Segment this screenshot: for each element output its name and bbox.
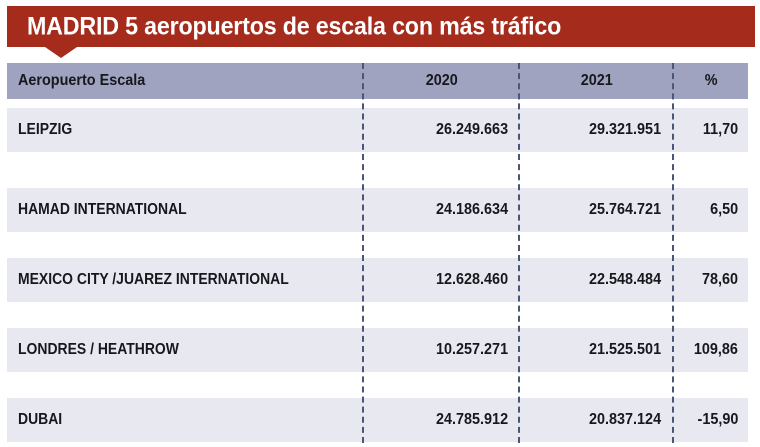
cell-airport-name: LONDRES / HEATHROW — [18, 341, 179, 358]
table-row: DUBAI 24.785.912 20.837.124 -15,90 — [7, 398, 748, 442]
table-row: LEIPZIG 26.249.663 29.321.951 11,70 — [7, 108, 748, 152]
column-header-name: Aeropuerto Escala — [18, 72, 146, 89]
banner-pointer-triangle — [45, 47, 77, 58]
cell-value-2021: 25.764.721 — [588, 201, 661, 218]
column-header-percent: % — [704, 72, 718, 89]
cell-value-percent: 6,50 — [709, 201, 738, 218]
cell-value-2020: 26.249.663 — [435, 121, 508, 138]
cell-value-2020: 12.628.460 — [435, 271, 508, 288]
cell-airport-name: LEIPZIG — [18, 121, 73, 138]
table-row: MEXICO CITY /JUAREZ INTERNATIONAL 12.628… — [7, 258, 748, 302]
table-header-row: Aeropuerto Escala 2020 2021 % — [7, 63, 748, 99]
table-row: HAMAD INTERNATIONAL 24.186.634 25.764.72… — [7, 188, 748, 232]
cell-airport-name: MEXICO CITY /JUAREZ INTERNATIONAL — [18, 271, 289, 288]
cell-value-2020: 24.186.634 — [435, 201, 508, 218]
cell-value-2021: 21.525.501 — [588, 341, 661, 358]
table-row: LONDRES / HEATHROW 10.257.271 21.525.501… — [7, 328, 748, 372]
cell-airport-name: HAMAD INTERNATIONAL — [18, 201, 187, 218]
cell-value-percent: 11,70 — [702, 121, 738, 138]
title-banner: MADRID 5 aeropuertos de escala con más t… — [7, 6, 755, 47]
cell-value-2021: 29.321.951 — [588, 121, 661, 138]
cell-value-2020: 24.785.912 — [435, 411, 508, 428]
airports-table: Aeropuerto Escala 2020 2021 % LEIPZIG 26… — [7, 63, 748, 443]
column-separator-3 — [672, 63, 674, 443]
cell-value-percent: -15,90 — [697, 411, 738, 428]
cell-value-percent: 109,86 — [693, 341, 738, 358]
column-separator-1 — [362, 63, 364, 443]
page-title: MADRID 5 aeropuertos de escala con más t… — [27, 12, 562, 40]
cell-value-2021: 22.548.484 — [588, 271, 661, 288]
cell-value-2021: 20.837.124 — [588, 411, 661, 428]
column-separator-2 — [518, 63, 520, 443]
column-header-2021: 2021 — [580, 72, 614, 89]
cell-value-2020: 10.257.271 — [435, 341, 508, 358]
cell-value-percent: 78,60 — [701, 271, 738, 288]
cell-airport-name: DUBAI — [18, 411, 63, 428]
column-header-2020: 2020 — [425, 72, 459, 89]
